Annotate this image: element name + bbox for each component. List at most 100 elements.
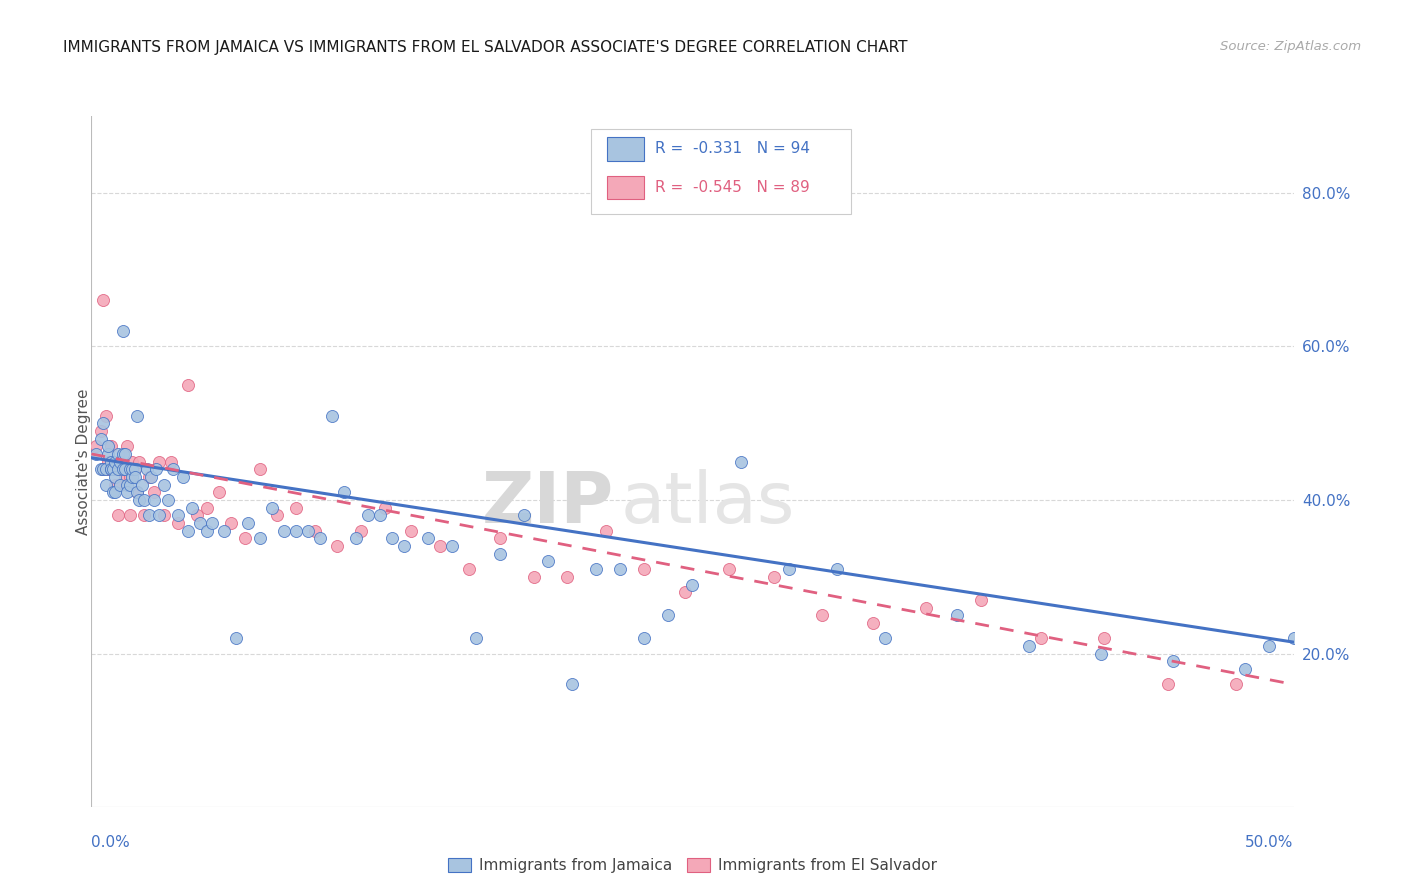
Point xyxy=(236,516,259,530)
Point xyxy=(97,462,120,476)
Point xyxy=(94,477,117,491)
Point xyxy=(104,485,127,500)
Point xyxy=(110,455,132,469)
Point xyxy=(125,409,148,423)
Point xyxy=(176,524,198,538)
Point xyxy=(219,516,242,530)
Point xyxy=(159,455,181,469)
Point xyxy=(172,470,194,484)
Point xyxy=(1295,692,1317,706)
Point xyxy=(142,485,165,500)
Point xyxy=(138,508,160,523)
Point xyxy=(124,462,146,476)
Point xyxy=(117,439,139,453)
Point xyxy=(162,462,184,476)
Point xyxy=(110,455,132,469)
Point xyxy=(284,500,307,515)
Point xyxy=(148,508,170,523)
Point xyxy=(94,409,117,423)
Text: Source: ZipAtlas.com: Source: ZipAtlas.com xyxy=(1220,40,1361,54)
Point xyxy=(107,462,129,476)
Point xyxy=(118,508,141,523)
Point xyxy=(633,562,655,576)
Point xyxy=(416,532,439,546)
Point xyxy=(176,377,198,392)
Point xyxy=(825,562,848,576)
Point xyxy=(93,293,115,308)
Point xyxy=(304,524,326,538)
Point xyxy=(152,477,174,491)
Text: 0.0%: 0.0% xyxy=(91,836,131,850)
Point xyxy=(862,615,884,630)
Point xyxy=(167,516,190,530)
Point xyxy=(114,462,136,476)
Point xyxy=(1090,647,1112,661)
Point xyxy=(84,439,107,453)
Point xyxy=(134,508,156,523)
Legend: Immigrants from Jamaica, Immigrants from El Salvador: Immigrants from Jamaica, Immigrants from… xyxy=(441,852,943,880)
Point xyxy=(489,532,512,546)
Point xyxy=(513,508,536,523)
Point xyxy=(181,500,204,515)
Point xyxy=(778,562,800,576)
Point xyxy=(308,532,330,546)
Point xyxy=(266,508,288,523)
Point xyxy=(97,439,120,453)
Point xyxy=(110,477,132,491)
Point xyxy=(297,524,319,538)
Point xyxy=(763,570,786,584)
Point xyxy=(946,608,969,623)
Point xyxy=(1258,639,1281,653)
Text: atlas: atlas xyxy=(620,468,794,538)
Point xyxy=(121,455,143,469)
Point xyxy=(557,570,579,584)
Point xyxy=(1157,677,1180,691)
Point xyxy=(107,447,129,461)
Point xyxy=(104,455,127,469)
Point xyxy=(195,524,218,538)
Point xyxy=(333,485,356,500)
Point xyxy=(90,424,112,438)
Point xyxy=(595,524,617,538)
Point xyxy=(249,462,271,476)
Point xyxy=(273,524,295,538)
Point xyxy=(212,524,235,538)
Point xyxy=(141,470,163,484)
Point xyxy=(1161,654,1184,668)
Point xyxy=(811,608,834,623)
Point xyxy=(111,462,134,476)
Point xyxy=(399,524,422,538)
Point xyxy=(225,632,247,646)
Point xyxy=(321,409,343,423)
Point xyxy=(100,462,122,476)
Point xyxy=(111,462,134,476)
Point xyxy=(135,462,157,476)
Point xyxy=(1367,708,1389,723)
Point xyxy=(90,432,112,446)
Point xyxy=(118,470,141,484)
Point xyxy=(1092,632,1115,646)
Point xyxy=(104,470,127,484)
Point xyxy=(128,493,150,508)
Point xyxy=(368,508,391,523)
Text: R =  -0.331   N = 94: R = -0.331 N = 94 xyxy=(655,142,810,156)
Text: 50.0%: 50.0% xyxy=(1246,836,1294,850)
Point xyxy=(440,539,463,553)
Point xyxy=(121,462,143,476)
Point xyxy=(124,462,146,476)
Point xyxy=(100,462,122,476)
Point xyxy=(730,455,752,469)
Point xyxy=(97,447,120,461)
Point xyxy=(457,562,479,576)
Point xyxy=(93,462,115,476)
Point xyxy=(94,462,117,476)
Point xyxy=(537,554,560,568)
Point xyxy=(633,632,655,646)
Point xyxy=(93,416,115,430)
Point xyxy=(350,524,373,538)
Point xyxy=(681,577,703,591)
Point xyxy=(100,455,122,469)
Point xyxy=(186,508,208,523)
Point xyxy=(284,524,307,538)
Point xyxy=(1282,632,1305,646)
